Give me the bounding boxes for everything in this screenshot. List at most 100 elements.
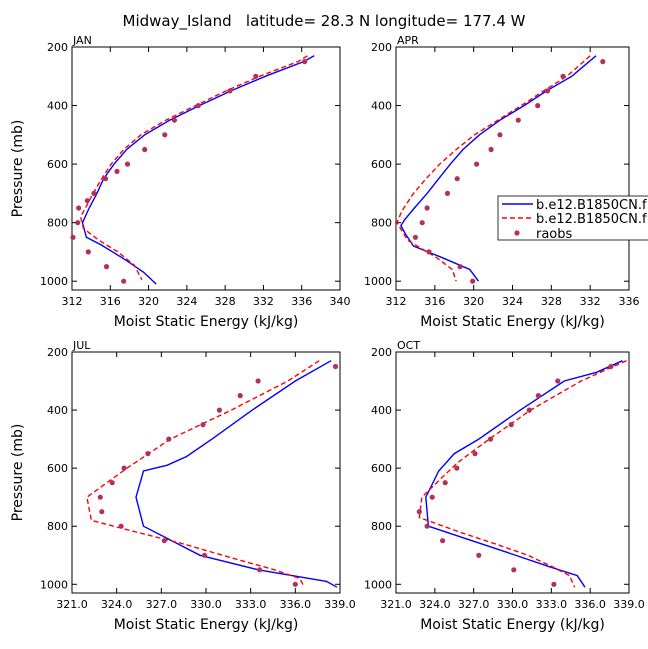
raobs-point xyxy=(600,59,606,65)
raobs-point xyxy=(488,146,494,153)
y-tick-label: 600 xyxy=(371,462,392,475)
x-tick-label: 339.0 xyxy=(613,598,645,611)
panel-label: OCT xyxy=(397,339,420,352)
raobs-point xyxy=(412,234,418,240)
raobs-point xyxy=(142,146,148,153)
raobs-point xyxy=(166,436,172,442)
raobs-point xyxy=(91,190,97,196)
raobs-point xyxy=(103,264,110,270)
x-tick-label: 339.0 xyxy=(324,598,356,611)
raobs-point xyxy=(302,59,308,65)
panel-apr: APR 312 316 320 324 328 332 336 200 400 600 800 1000… xyxy=(364,34,640,330)
chart-title: Midway_Island latitude= 28.3 N longitude… xyxy=(123,12,526,31)
y-tick-label: 800 xyxy=(47,520,68,533)
y-tick-label: 600 xyxy=(47,158,68,171)
panel-jul: JUL 321.0 324.0 327.0 330.0 333.0 336.0 339.0 20… xyxy=(10,339,356,633)
plot-frame xyxy=(395,351,630,594)
x-tick-label: 328 xyxy=(541,295,562,308)
raobs-point xyxy=(608,363,614,370)
raobs-point xyxy=(292,581,298,587)
y-tick-label: 800 xyxy=(371,217,392,230)
raobs-point xyxy=(109,480,115,486)
x-tick-label: 327.0 xyxy=(146,598,178,611)
raobs-point xyxy=(472,451,478,457)
legend-label-3: raobs xyxy=(536,227,573,242)
x-axis-label: Moist Static Energy (kJ/kg) xyxy=(114,617,299,633)
raobs-point xyxy=(201,552,208,558)
x-tick-label: 333.0 xyxy=(235,598,267,611)
raobs-point xyxy=(145,451,151,457)
raobs-point xyxy=(555,378,561,384)
raobs-point xyxy=(442,480,448,486)
raobs-point xyxy=(99,509,105,515)
x-tick-label: 312 xyxy=(386,295,407,308)
raobs-point xyxy=(332,363,339,370)
raobs-point xyxy=(118,523,124,529)
y-tick-label: 400 xyxy=(47,100,68,113)
raobs-point xyxy=(97,494,103,500)
raobs-point xyxy=(508,422,514,428)
x-tick-label: 333.0 xyxy=(536,598,568,611)
x-tick-label: 320 xyxy=(138,295,159,308)
panel-jan: JAN 312 316 320 324 328 332 336 340 200 400 600 800 1… xyxy=(10,34,351,330)
x-tick-label: 321.0 xyxy=(56,598,88,611)
x-axis-label: Moist Static Energy (kJ/kg) xyxy=(420,617,605,633)
x-tick-label: 336.0 xyxy=(280,598,312,611)
y-tick-label: 200 xyxy=(47,346,68,359)
raobs-point xyxy=(457,264,463,270)
raobs-point xyxy=(114,168,120,174)
legend-marker-raobs xyxy=(514,230,520,236)
raobs-point xyxy=(444,190,451,196)
raobs-point xyxy=(429,494,435,500)
raobs-point xyxy=(85,249,91,255)
raobs-point xyxy=(416,509,422,515)
x-tick-label: 332 xyxy=(253,295,274,308)
raobs-point xyxy=(424,523,430,529)
raobs-point xyxy=(419,220,425,226)
raobs-point xyxy=(121,465,127,471)
x-tick-label: 328 xyxy=(215,295,236,308)
y-tick-label: 1000 xyxy=(364,275,392,288)
y-tick-label: 1000 xyxy=(40,275,68,288)
y-tick-label: 400 xyxy=(47,404,68,417)
raobs-point xyxy=(161,538,167,544)
panel-label: JUL xyxy=(72,339,91,352)
series-line-dashed xyxy=(86,360,320,588)
x-tick-label: 332 xyxy=(580,295,601,308)
raobs-point xyxy=(84,198,90,204)
series-line-dashed xyxy=(79,55,308,281)
raobs-point xyxy=(526,407,532,413)
y-tick-label: 1000 xyxy=(40,578,68,591)
y-axis-label: Pressure (mb) xyxy=(10,120,26,218)
raobs-point xyxy=(535,393,542,399)
x-tick-label: 312 xyxy=(62,295,83,308)
raobs-point xyxy=(227,88,233,94)
raobs-point xyxy=(515,117,521,123)
y-tick-label: 800 xyxy=(371,520,392,533)
y-tick-label: 200 xyxy=(371,346,392,359)
x-tick-label: 340 xyxy=(330,295,351,308)
raobs-point xyxy=(544,88,551,94)
raobs-point xyxy=(253,73,259,79)
raobs-point xyxy=(75,220,81,226)
raobs-point xyxy=(511,567,517,573)
plot-frame xyxy=(71,46,341,291)
x-tick-label: 336 xyxy=(619,295,640,308)
raobs-point xyxy=(121,278,127,284)
raobs-point xyxy=(474,161,480,167)
series-line-solid xyxy=(135,360,338,588)
x-tick-label: 327.0 xyxy=(458,598,490,611)
y-tick-label: 400 xyxy=(371,404,392,417)
x-tick-label: 324 xyxy=(502,295,523,308)
raobs-point xyxy=(535,103,541,109)
raobs-point xyxy=(195,103,201,109)
raobs-point xyxy=(171,117,177,123)
raobs-point xyxy=(257,567,263,573)
legend-label-2: b.e12.B1850CN.f xyxy=(536,212,647,227)
x-tick-label: 324 xyxy=(176,295,197,308)
y-tick-label: 1000 xyxy=(364,578,392,591)
x-axis-label: Moist Static Energy (kJ/kg) xyxy=(114,314,299,330)
panel-oct: OCT 321.0 324.0 327.0 330.0 333.0 336.0 339.0 20… xyxy=(364,339,645,633)
raobs-point xyxy=(76,205,82,211)
